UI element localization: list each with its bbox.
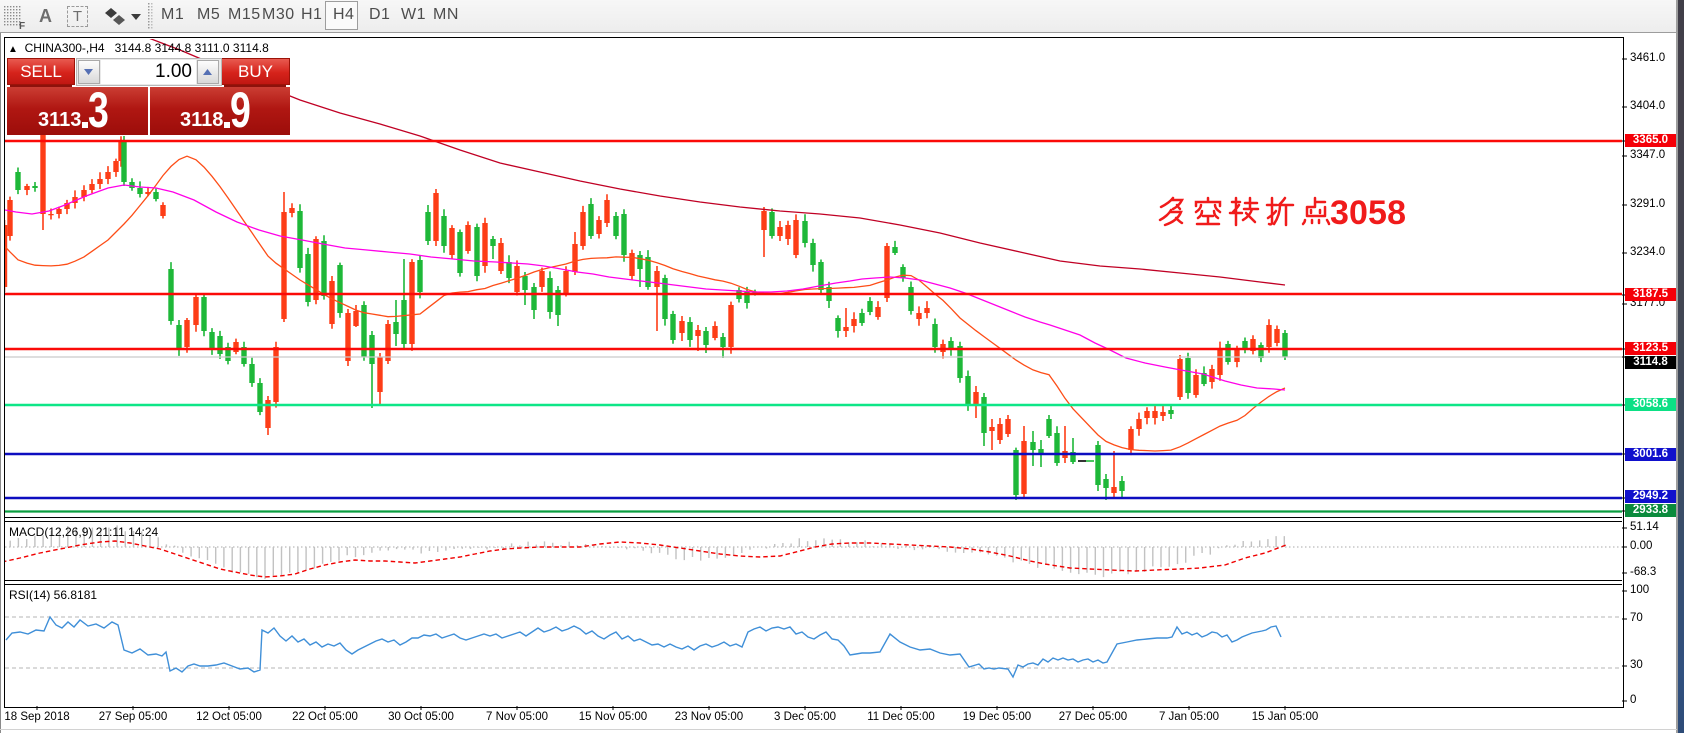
svg-text:F: F [19,21,25,31]
svg-text:3058: 3058 [1330,196,1406,228]
